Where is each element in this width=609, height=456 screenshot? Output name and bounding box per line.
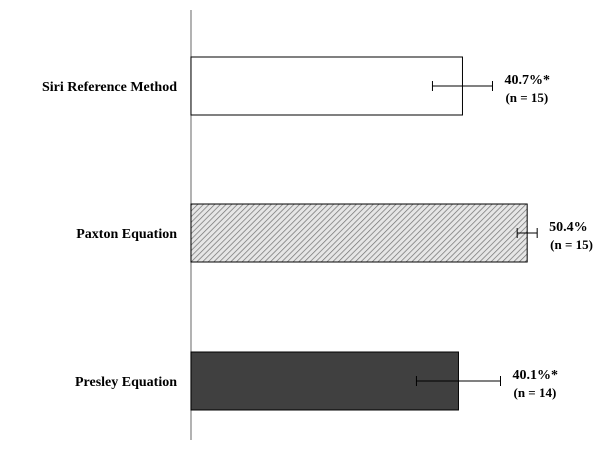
- n-label: (n = 15): [550, 237, 593, 252]
- n-label: (n = 14): [513, 385, 556, 400]
- bar: [190, 351, 459, 411]
- data-label: 40.1%*: [512, 368, 558, 383]
- bar: [190, 56, 463, 116]
- bar: [190, 203, 528, 263]
- category-label: Paxton Equation: [76, 227, 177, 242]
- category-label: Siri Reference Method: [42, 80, 177, 95]
- data-label: 40.7%*: [504, 73, 550, 88]
- n-label: (n = 15): [505, 90, 548, 105]
- category-label: Presley Equation: [75, 375, 177, 390]
- data-label: 50.4%: [549, 220, 588, 235]
